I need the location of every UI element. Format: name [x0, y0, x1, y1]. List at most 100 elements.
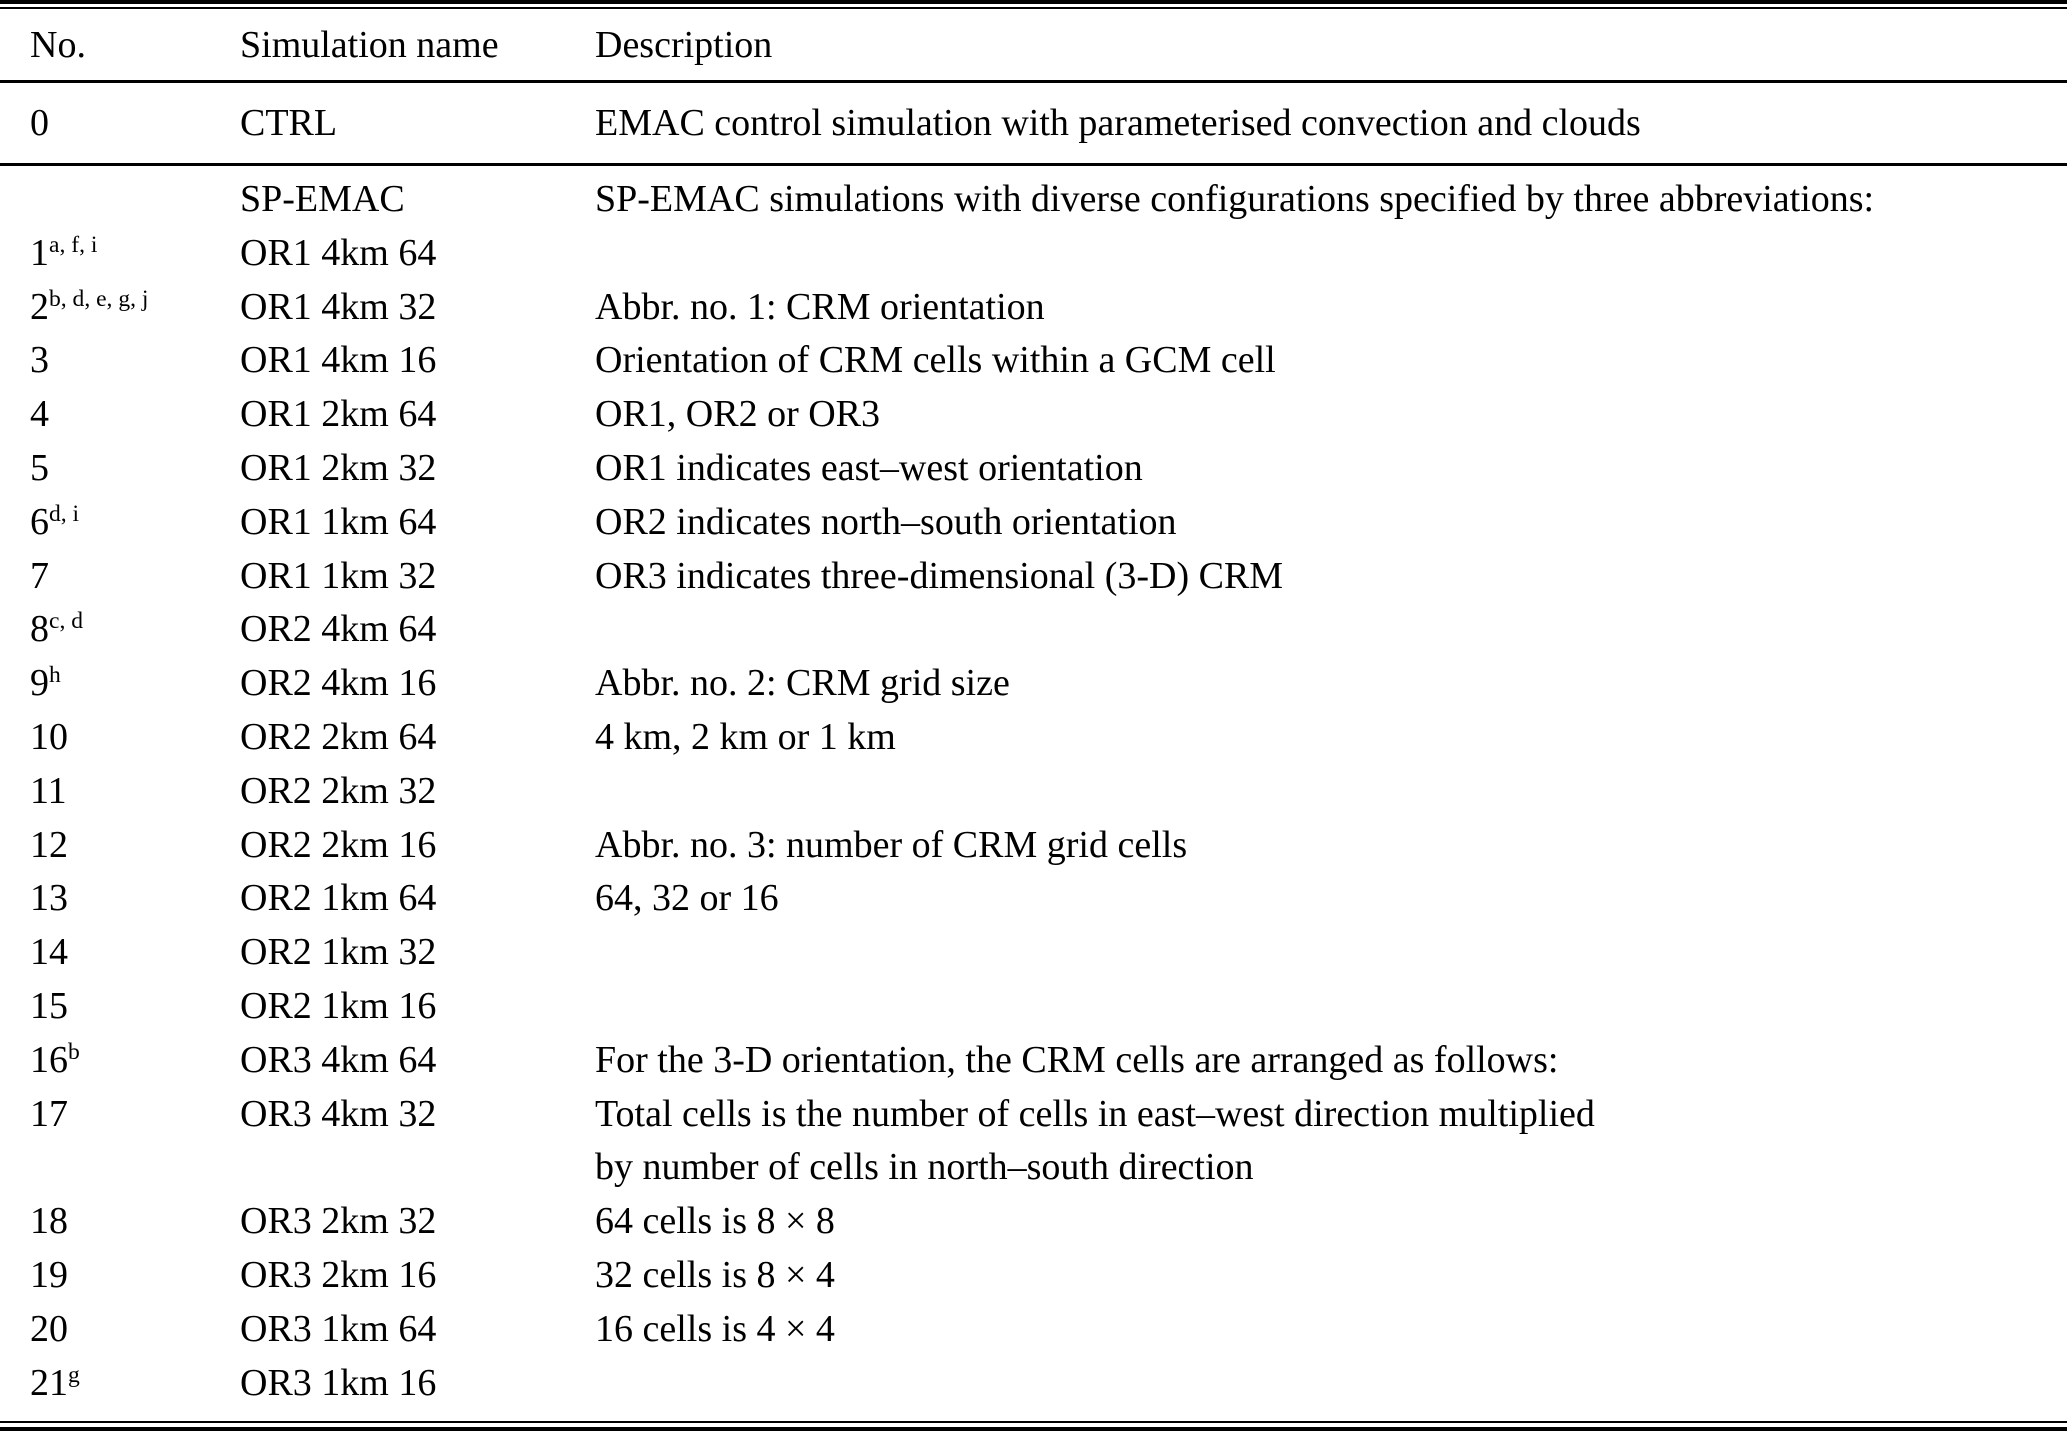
table-row: 16b OR3 4km 64 For the 3-D orientation, …: [0, 1034, 2067, 1088]
row-footnote-marks: g: [68, 1361, 80, 1388]
bottom-rule-thin: [0, 1421, 2067, 1423]
row-description: Abbr. no. 3: number of CRM grid cells: [595, 819, 2067, 873]
table-row: 7 OR1 1km 32 OR3 indicates three-dimensi…: [0, 550, 2067, 604]
row-description: Abbr. no. 2: CRM grid size: [595, 657, 2067, 711]
simulation-name: OR1 4km 16: [240, 339, 437, 382]
table-row: SP-EMAC SP-EMAC simulations with diverse…: [0, 173, 2067, 227]
table-row: 20 OR3 1km 64 16 cells is 4 × 4: [0, 1303, 2067, 1357]
description-line: Orientation of CRM cells within a GCM ce…: [595, 339, 1276, 382]
simulation-name: OR3 4km 64: [240, 1038, 437, 1081]
description-line: by number of cells in north–south direct…: [595, 1146, 1254, 1189]
row-number: 1: [30, 231, 49, 274]
row-number: 12: [30, 823, 68, 866]
table-row: 13 OR2 1km 64 64, 32 or 16: [0, 872, 2067, 926]
row-footnote-marks: b: [68, 1038, 80, 1065]
table-header: No. Simulation name Description: [0, 9, 2067, 80]
row-description: SP-EMAC simulations with diverse configu…: [595, 173, 2067, 227]
row-footnote-marks: b, d, e, g, j: [49, 285, 149, 312]
description-line: 64 cells is 8 × 8: [595, 1200, 835, 1243]
row-number: 6: [30, 500, 49, 543]
simulation-name: OR1 2km 64: [240, 393, 437, 436]
description-line: 16 cells is 4 × 4: [595, 1307, 835, 1350]
row-description: OR1, OR2 or OR3: [595, 388, 2067, 442]
table-row: 10 OR2 2km 64 4 km, 2 km or 1 km: [0, 711, 2067, 765]
simulation-name: OR1 2km 32: [240, 446, 437, 489]
simulation-name: OR1 4km 32: [240, 285, 437, 328]
simulation-name: OR2 1km 64: [240, 877, 437, 920]
table-body: SP-EMAC SP-EMAC simulations with diverse…: [0, 173, 2067, 1410]
table-row: 17 OR3 4km 32 Total cells is the number …: [0, 1088, 2067, 1196]
row-number: 5: [30, 446, 49, 489]
simulation-name: OR2 1km 32: [240, 931, 437, 974]
row-number: 3: [30, 339, 49, 382]
row-number: 4: [30, 393, 49, 436]
table-row: 5 OR1 2km 32 OR1 indicates east–west ori…: [0, 442, 2067, 496]
row-description: Orientation of CRM cells within a GCM ce…: [595, 334, 2067, 388]
simulation-name: OR3 1km 16: [240, 1361, 437, 1404]
row-number: 10: [30, 715, 68, 758]
row-number: 13: [30, 877, 68, 920]
simulation-name: OR1 4km 64: [240, 231, 437, 274]
description-line: 64, 32 or 16: [595, 877, 779, 920]
row-description: Total cells is the number of cells in ea…: [595, 1088, 2067, 1196]
description-line: SP-EMAC simulations with diverse configu…: [595, 178, 1875, 220]
row-number: 2: [30, 285, 49, 328]
row-number: 11: [30, 769, 67, 812]
table-row: 8c, d OR2 4km 64: [0, 603, 2067, 657]
table-row: 19 OR3 2km 16 32 cells is 8 × 4: [0, 1249, 2067, 1303]
row-footnote-marks: h: [49, 662, 61, 689]
row-description: 4 km, 2 km or 1 km: [595, 711, 2067, 765]
simulation-name: OR3 2km 16: [240, 1253, 437, 1296]
row-description: 64, 32 or 16: [595, 872, 2067, 926]
simulation-name: OR2 1km 16: [240, 984, 437, 1027]
row-number: 20: [30, 1307, 68, 1350]
description-line: 32 cells is 8 × 4: [595, 1253, 835, 1296]
row-footnote-marks: c, d: [49, 608, 83, 635]
table-row: 9h OR2 4km 16 Abbr. no. 2: CRM grid size: [0, 657, 2067, 711]
table-row: 3 OR1 4km 16 Orientation of CRM cells wi…: [0, 334, 2067, 388]
simulation-name: OR2 4km 16: [240, 662, 437, 705]
description-line: OR3 indicates three-dimensional (3-D) CR…: [595, 554, 1284, 597]
column-header-simulation-name: Simulation name: [240, 23, 499, 66]
column-header-description: Description: [595, 23, 773, 66]
table-row: 6d, i OR1 1km 64 OR2 indicates north–sou…: [0, 496, 2067, 550]
section-divider-rule: [0, 163, 2067, 166]
table-row: 18 OR3 2km 32 64 cells is 8 × 8: [0, 1195, 2067, 1249]
header-divider-rule: [0, 80, 2067, 83]
simulation-name: OR2 2km 16: [240, 823, 437, 866]
table-row: 12 OR2 2km 16 Abbr. no. 3: number of CRM…: [0, 819, 2067, 873]
simulation-name: OR2 2km 64: [240, 715, 437, 758]
row-footnote-marks: d, i: [49, 500, 80, 527]
row-number: 9: [30, 662, 49, 705]
row-footnote-marks: a, f, i: [49, 231, 98, 258]
row-number: 16: [30, 1038, 68, 1081]
simulation-name: OR3 2km 32: [240, 1200, 437, 1243]
description-line: OR2 indicates north–south orientation: [595, 500, 1177, 543]
row-number: 7: [30, 554, 49, 597]
table-row-ctrl: 0 CTRL EMAC control simulation with para…: [0, 83, 2067, 163]
row-description: OR1 indicates east–west orientation: [595, 442, 2067, 496]
description-line: Abbr. no. 1: CRM orientation: [595, 285, 1045, 328]
row-number: 0: [30, 102, 49, 144]
table-row: 15 OR2 1km 16: [0, 980, 2067, 1034]
simulation-name: OR3 4km 32: [240, 1092, 437, 1135]
row-description: OR3 indicates three-dimensional (3-D) CR…: [595, 550, 2067, 604]
row-description: 32 cells is 8 × 4: [595, 1249, 2067, 1303]
simulation-name: OR1 1km 32: [240, 554, 437, 597]
row-description: For the 3-D orientation, the CRM cells a…: [595, 1034, 2067, 1088]
simulation-name: OR3 1km 64: [240, 1307, 437, 1350]
row-number: 15: [30, 984, 68, 1027]
row-number: 21: [30, 1361, 68, 1404]
table-row: 14 OR2 1km 32: [0, 926, 2067, 980]
row-number: 18: [30, 1200, 68, 1243]
row-description: OR2 indicates north–south orientation: [595, 496, 2067, 550]
description-line: Abbr. no. 2: CRM grid size: [595, 662, 1010, 705]
description-line: Total cells is the number of cells in ea…: [595, 1092, 1595, 1135]
simulation-name: OR2 2km 32: [240, 769, 437, 812]
table-row: 1a, f, i OR1 4km 64: [0, 227, 2067, 281]
bottom-rule-thick: [0, 1427, 2067, 1431]
row-description: EMAC control simulation with parameteris…: [595, 102, 1641, 144]
row-number: 8: [30, 608, 49, 651]
simulation-name: SP-EMAC: [240, 178, 405, 220]
